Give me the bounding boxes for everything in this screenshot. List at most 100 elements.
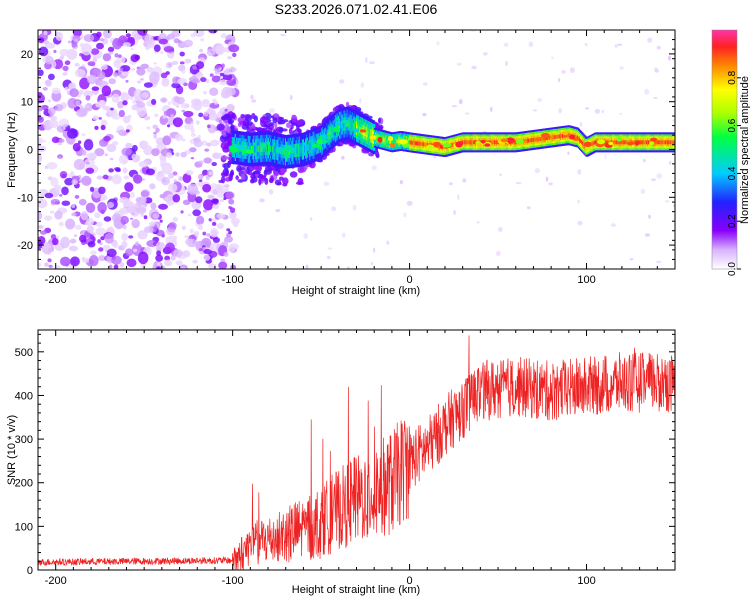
spectrogram-noise-cell [50,115,58,121]
spectrogram-noise-cell [153,134,157,139]
spectrogram-noise-cell [215,44,225,56]
spectrogram-peak-cell [626,141,635,146]
spectrogram-noise-cell [151,98,157,106]
spectrogram-noise-cell [422,82,428,86]
spectrogram-noise-cell [42,87,48,91]
spectrogram-noise-cell [669,160,672,165]
spectrogram-noise-cell [131,243,143,256]
spectrogram-noise-cell [59,193,63,197]
spectrogram-noise-cell [601,109,604,114]
spectrogram-noise-cell [184,58,192,64]
spectrogram-noise-cell [95,227,106,236]
spectrogram-noise-cell [71,41,78,48]
spectrogram-peak-cell [328,134,335,138]
spectrogram-noise-cell [229,207,236,213]
spectrogram-noise-cell [495,250,501,257]
spectrogram-halo-cell [278,119,286,125]
colorbar-frame [711,29,738,270]
spectrogram-peak-cell [340,120,350,124]
spectrogram-noise-cell [40,230,47,235]
spectrogram-noise-cell [125,79,129,83]
spectrogram-peak-cell [608,141,614,146]
spectrogram-noise-cell [192,209,201,217]
spectrogram-noise-cell [120,208,127,213]
spectrogram-noise-cell [644,88,650,95]
spectrogram-noise-cell [100,124,106,131]
spectrogram-noise-cell [46,161,58,170]
spectrogram-noise-cell [201,140,208,146]
spectrogram-noise-cell [268,108,275,114]
spectrogram-halo-cell [280,167,286,175]
spectrogram-x-ticks: -200 -100 0 100 [37,30,676,286]
spectrogram-noise-cell [195,215,205,225]
spectrogram-halo-cell [274,171,279,177]
spectrogram-noise-cell [170,114,174,117]
spectrogram-halo-cell [259,116,268,124]
spectrogram-noise-cell [161,77,170,87]
spectrogram-noise-cell [167,183,178,193]
spectrogram-noise-cell [577,169,582,175]
spectrogram-noise-cell [534,168,541,174]
spectrogram-halo-cell [296,120,304,126]
colorbar-tick-label: 0.8 [727,70,738,84]
spectrogram-noise-cell [153,44,161,53]
spectrogram-peak-cell [484,143,491,147]
spectrogram-noise-cell [182,250,191,258]
spectrogram-noise-cell [218,120,223,124]
spectrogram-noise-cell [85,217,95,227]
spectrogram-noise-cell [172,117,183,128]
spectrogram-noise-cell [97,202,107,214]
spectrogram-peak-cell [399,139,408,145]
spectrogram-peak-cell [235,144,245,150]
spectrogram-noise-cell [233,84,238,89]
snr-y-label: SNR (10 * v/v) [6,415,18,485]
spectrogram-halo-cell [260,175,267,180]
spectrogram-noise-cell [137,30,148,36]
spectrogram-noise-cell [54,210,63,220]
spectrogram-noise-cell [101,85,112,97]
spectrogram-noise-cell [222,73,233,81]
spectrogram-noise-cell [202,231,207,236]
colorbar-tick-label: 0.0 [727,262,738,276]
spectrogram-noise-cell [610,223,616,228]
snr-y-tick-label: 300 [15,434,33,446]
spectrogram-halo-cell [245,121,253,126]
spectrogram-noise-cell [131,67,136,71]
spectrogram-noise-cell [64,177,74,186]
spectrogram-noise-cell [558,108,562,114]
spectrogram-noise-cell [98,255,106,262]
spectrogram-noise-cell [118,129,127,136]
spectrogram-noise-cell [153,62,157,65]
spectrogram-noise-cell [190,121,194,125]
spectrogram-noise-cell [136,80,142,84]
spectrogram-noise-cell [64,86,69,92]
spectrogram-noise-cell [136,67,146,76]
spectrogram-noise-cell [103,216,112,222]
spectrogram-peak-cell [562,130,569,136]
spectrogram-halo-cell [280,128,288,132]
spectrogram-noise-cell [45,55,54,65]
spectrogram-halo-cell [241,124,250,130]
spectrogram-noise-cell [101,64,108,70]
spectrogram-noise-cell [181,225,186,230]
spectrogram-noise-cell [195,196,203,204]
spectrogram-noise-cell [259,198,265,203]
spectrogram-y-tick-label: -20 [17,240,33,252]
spectrogram-noise-cell [644,233,651,237]
spectrogram-noise-cell [144,45,151,51]
spectrogram-noise-cell [228,44,240,53]
spectrogram-noise-cell [577,220,583,226]
spectrogram-noise-cell [208,171,214,176]
spectrogram-noise-cell [96,31,102,38]
spectrogram-noise-cell [216,213,226,219]
spectrogram-noise-cell [181,69,186,74]
spectrogram-noise-cell [125,248,134,257]
spectrogram-x-tick-label: 100 [577,274,595,286]
spectrogram-noise-cell [124,182,134,192]
spectrogram-noise-cell [532,109,538,112]
spectrogram-noise-cell [111,93,120,103]
spectrogram-noise-cell [211,222,217,226]
spectrogram-noise-cell [143,82,153,88]
spectrogram-noise-cell [68,245,78,252]
spectrogram-noise-cell [47,99,52,103]
